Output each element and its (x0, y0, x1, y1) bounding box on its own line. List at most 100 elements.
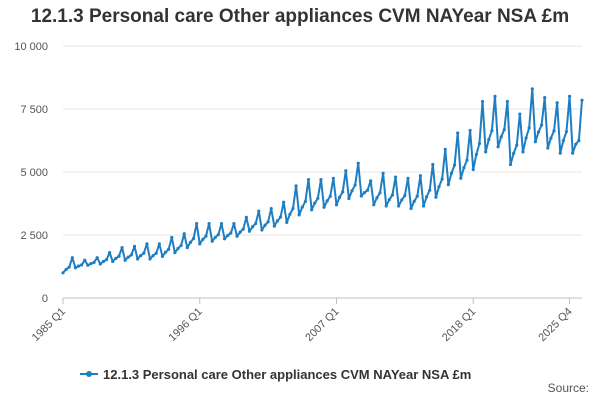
data-point[interactable] (567, 94, 572, 98)
data-point[interactable] (123, 258, 127, 262)
data-point[interactable] (204, 234, 208, 238)
data-point[interactable] (412, 199, 416, 203)
data-point[interactable] (213, 235, 217, 240)
data-point[interactable] (167, 247, 171, 251)
data-point[interactable] (316, 196, 320, 200)
data-point[interactable] (428, 188, 432, 192)
data-point[interactable] (443, 147, 447, 151)
data-point[interactable] (310, 208, 314, 212)
data-point[interactable] (269, 206, 273, 211)
data-point[interactable] (306, 177, 311, 182)
data-point[interactable] (250, 225, 255, 229)
data-point[interactable] (490, 129, 494, 133)
data-point[interactable] (356, 161, 360, 165)
data-point[interactable] (89, 261, 93, 266)
data-point[interactable] (415, 194, 419, 198)
data-point[interactable] (334, 203, 339, 207)
data-point[interactable] (496, 145, 500, 149)
data-point[interactable] (536, 130, 541, 134)
data-point[interactable] (300, 205, 304, 209)
data-point[interactable] (64, 267, 68, 272)
data-point[interactable] (508, 162, 513, 167)
data-point[interactable] (524, 136, 528, 140)
data-point[interactable] (163, 250, 168, 254)
data-point[interactable] (135, 257, 140, 261)
data-point[interactable] (195, 222, 199, 226)
data-point[interactable] (263, 223, 267, 227)
data-point[interactable] (580, 98, 584, 102)
data-point[interactable] (421, 204, 426, 208)
data-point[interactable] (207, 222, 211, 226)
data-point[interactable] (493, 94, 497, 98)
data-point[interactable] (384, 204, 388, 208)
data-point[interactable] (266, 220, 270, 224)
data-point[interactable] (378, 191, 382, 195)
data-point[interactable] (434, 195, 438, 199)
data-point[interactable] (294, 184, 298, 188)
data-point[interactable] (160, 254, 165, 259)
data-point[interactable] (418, 174, 422, 178)
data-point[interactable] (549, 136, 553, 140)
data-point[interactable] (440, 177, 444, 181)
data-point[interactable] (431, 162, 435, 167)
data-point[interactable] (403, 193, 407, 198)
source-link[interactable]: Source: (547, 381, 589, 395)
data-point[interactable] (223, 237, 227, 241)
data-point[interactable] (70, 256, 74, 260)
data-point[interactable] (126, 255, 130, 259)
data-point[interactable] (468, 128, 472, 133)
data-point[interactable] (465, 158, 469, 162)
data-point[interactable] (393, 175, 398, 179)
data-point[interactable] (521, 150, 525, 154)
data-point[interactable] (282, 200, 286, 204)
data-point[interactable] (359, 194, 363, 198)
data-point[interactable] (185, 246, 189, 250)
data-point[interactable] (257, 209, 261, 213)
data-point[interactable] (104, 258, 109, 262)
data-point[interactable] (219, 222, 224, 226)
data-point[interactable] (499, 135, 503, 139)
data-point[interactable] (456, 131, 460, 135)
data-point[interactable] (512, 151, 516, 155)
data-point[interactable] (235, 234, 239, 238)
data-point[interactable] (80, 263, 84, 267)
data-point[interactable] (67, 265, 71, 269)
data-point[interactable] (409, 206, 413, 211)
data-point[interactable] (226, 233, 230, 238)
data-point[interactable] (148, 257, 152, 261)
data-point[interactable] (229, 231, 233, 235)
data-point[interactable] (375, 196, 379, 200)
data-point[interactable] (319, 177, 323, 182)
data-point[interactable] (533, 140, 537, 144)
chart-legend[interactable]: 12.1.3 Personal care Other appliances CV… (80, 366, 471, 382)
data-point[interactable] (92, 260, 96, 264)
data-point[interactable] (515, 143, 519, 147)
data-point[interactable] (288, 212, 292, 216)
data-point[interactable] (201, 237, 205, 241)
data-point[interactable] (474, 152, 478, 157)
data-point[interactable] (502, 127, 506, 132)
data-point[interactable] (341, 190, 345, 194)
data-point[interactable] (540, 123, 544, 127)
data-point[interactable] (477, 142, 482, 146)
data-point[interactable] (558, 151, 562, 155)
data-point[interactable] (530, 87, 534, 91)
data-point[interactable] (198, 242, 202, 246)
data-point[interactable] (369, 179, 373, 183)
data-point[interactable] (98, 262, 102, 266)
data-point[interactable] (120, 246, 124, 250)
data-point[interactable] (76, 264, 81, 268)
data-point[interactable] (571, 151, 575, 155)
data-point[interactable] (462, 166, 466, 170)
data-point[interactable] (83, 258, 87, 262)
data-point[interactable] (232, 222, 236, 226)
data-point[interactable] (260, 228, 264, 232)
series-line[interactable] (62, 87, 583, 274)
data-point[interactable] (142, 251, 146, 255)
data-point[interactable] (111, 259, 115, 264)
data-point[interactable] (303, 199, 308, 204)
data-point[interactable] (179, 243, 183, 248)
data-point[interactable] (350, 189, 354, 193)
data-point[interactable] (182, 232, 186, 236)
data-point[interactable] (555, 101, 559, 105)
